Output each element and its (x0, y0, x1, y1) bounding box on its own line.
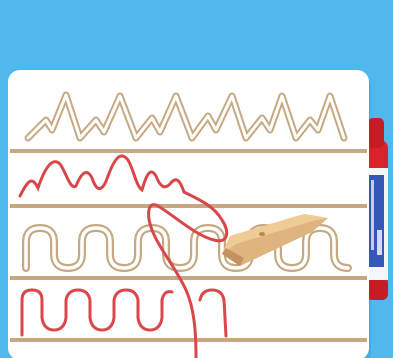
zigzag-groove-track (24, 91, 348, 142)
wooden-peg-icon (222, 214, 328, 266)
marker-icon (366, 118, 388, 300)
guide-lines (10, 149, 367, 342)
tracing-board (8, 70, 369, 358)
traced-string-wave (20, 288, 174, 337)
loose-string (147, 190, 229, 358)
traced-string-zigzag (18, 154, 186, 198)
wave-groove-track (22, 224, 352, 272)
